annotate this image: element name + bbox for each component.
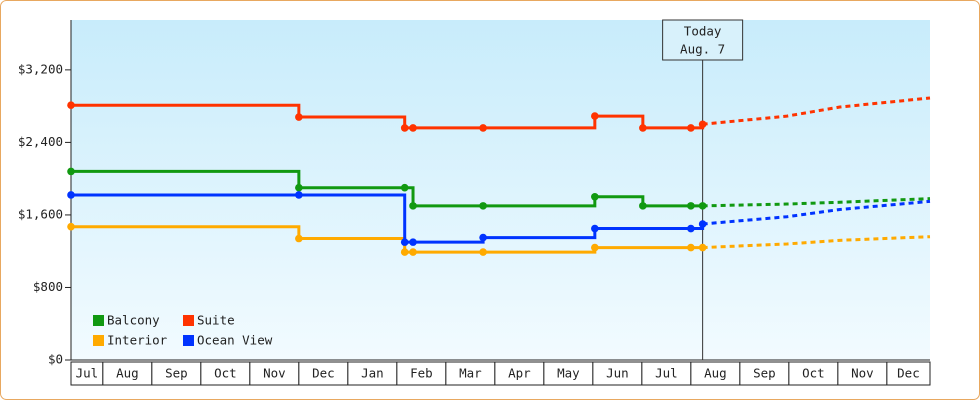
- price-point: [479, 124, 487, 132]
- price-point: [479, 248, 487, 256]
- forecast-line: [702, 197, 931, 208]
- y-tick-label: $2,400: [18, 134, 63, 149]
- legend-label: Suite: [197, 313, 235, 328]
- x-tick-label: Oct: [802, 366, 825, 381]
- y-tick-label: $1,600: [18, 206, 63, 221]
- price-point: [67, 222, 75, 231]
- x-tick-label: Dec: [312, 366, 335, 381]
- legend-swatch: [183, 315, 194, 326]
- price-point: [639, 202, 647, 210]
- x-tick-label: Nov: [851, 366, 874, 381]
- forecast-line: [702, 199, 931, 226]
- price-point: [295, 191, 303, 199]
- x-tick-label: Sep: [753, 366, 776, 381]
- price-point: [698, 120, 707, 129]
- price-point: [409, 124, 417, 132]
- price-point: [67, 191, 75, 199]
- price-point: [687, 124, 695, 132]
- x-tick-label: Jan: [361, 366, 384, 381]
- today-label: Aug. 7: [680, 42, 725, 57]
- forecast-line: [702, 96, 931, 126]
- y-tick-label: $3,200: [18, 61, 63, 76]
- x-tick-label: Aug: [116, 366, 139, 381]
- price-point: [639, 124, 647, 132]
- price-point: [67, 101, 75, 110]
- price-point: [409, 238, 417, 246]
- price-point: [479, 233, 487, 242]
- price-point: [591, 224, 599, 233]
- price-point: [687, 202, 695, 210]
- x-tick-label: May: [557, 366, 580, 381]
- price-point: [479, 202, 487, 210]
- legend-swatch: [93, 335, 104, 346]
- x-tick-label: Dec: [897, 366, 920, 381]
- x-tick-label: Oct: [214, 366, 237, 381]
- price-point: [591, 193, 599, 201]
- forecast-line: [702, 235, 931, 250]
- price-point: [698, 243, 707, 252]
- x-tick-label: Sep: [165, 366, 188, 381]
- legend-label: Interior: [107, 333, 168, 348]
- x-tick-label: Feb: [410, 366, 433, 381]
- price-point: [295, 234, 303, 243]
- plot-area: [71, 20, 930, 360]
- today-label: Today: [684, 24, 722, 39]
- price-point: [295, 113, 303, 121]
- month-cell: [886, 361, 931, 386]
- price-point: [591, 243, 599, 252]
- x-tick-label: Jun: [606, 366, 629, 381]
- price-line: [71, 103, 705, 130]
- x-tick-label: Mar: [459, 366, 482, 381]
- price-point: [687, 224, 695, 233]
- price-point: [591, 112, 599, 120]
- y-tick-label: $0: [48, 352, 63, 367]
- legend-label: Ocean View: [197, 333, 273, 348]
- price-point: [400, 248, 409, 256]
- x-tick-label: Apr: [508, 366, 531, 381]
- y-tick-label: $800: [33, 279, 63, 294]
- legend-label: Balcony: [107, 313, 160, 328]
- price-point: [698, 202, 707, 210]
- today-box: [662, 19, 744, 61]
- legend-swatch: [93, 315, 104, 326]
- price-point: [409, 202, 417, 210]
- x-tick-label: Jul: [655, 366, 678, 381]
- price-point: [687, 243, 695, 252]
- price-point: [400, 183, 409, 192]
- price-point: [698, 220, 707, 228]
- legend-swatch: [183, 335, 194, 346]
- x-tick-label: Jul: [76, 366, 99, 381]
- price-point: [400, 238, 409, 246]
- price-point: [409, 248, 417, 256]
- x-tick-label: Nov: [263, 366, 286, 381]
- x-tick-label: Aug: [704, 366, 727, 381]
- price-point: [67, 167, 75, 176]
- price-point: [400, 124, 409, 132]
- price-point: [295, 183, 303, 192]
